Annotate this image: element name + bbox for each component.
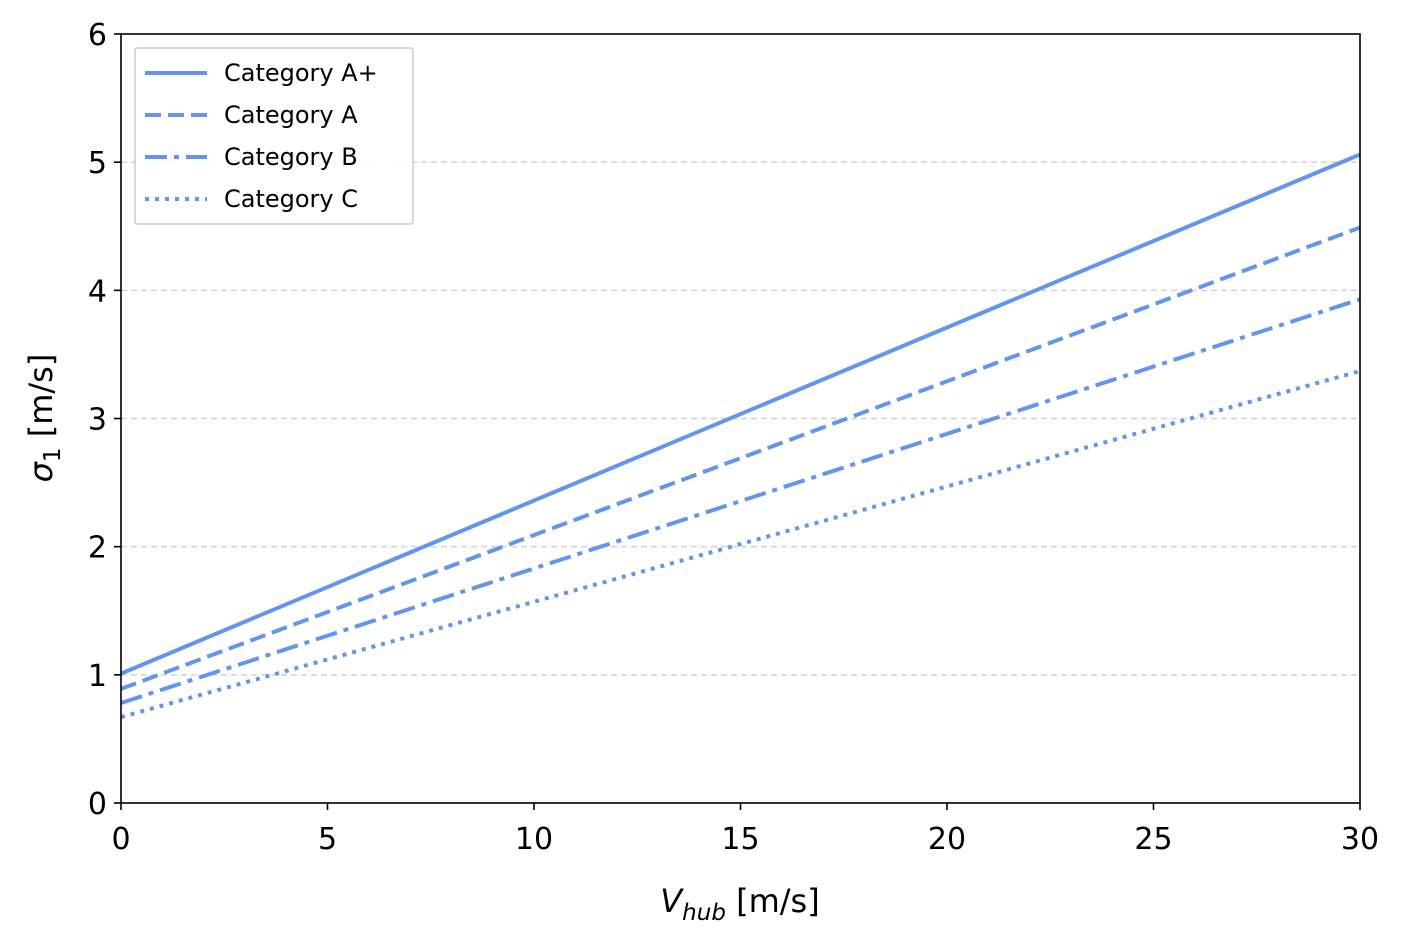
y-tick-label: 1 <box>88 659 107 694</box>
y-tick-label: 3 <box>88 403 107 438</box>
y-tick-label: 0 <box>88 787 107 822</box>
y-axis-label: σ1 [m/s] <box>22 354 66 483</box>
x-tick-label: 30 <box>1341 822 1379 857</box>
x-axis-label: Vhub [m/s] <box>660 882 819 926</box>
series-line-4 <box>120 369 1361 720</box>
y-tick-label: 2 <box>88 531 107 566</box>
y-axis-ticks: 0 1 2 3 4 5 6 <box>88 18 121 822</box>
y-axis-label-unit: [m/s] <box>22 354 60 448</box>
legend-label: Category A+ <box>224 59 378 87</box>
x-tick-label: 15 <box>721 822 759 857</box>
legend-label: Category B <box>224 143 358 171</box>
x-axis-ticks: 0 5 10 15 20 25 30 <box>111 803 1379 857</box>
x-axis-label-main: V <box>660 882 684 920</box>
series-lines <box>120 152 1361 720</box>
series-line-3 <box>120 297 1361 705</box>
series-line-2 <box>120 225 1361 691</box>
x-tick-label: 5 <box>318 822 337 857</box>
legend: Category A+ Category A Category B Category … <box>134 47 414 225</box>
series-line-1 <box>120 152 1361 676</box>
y-axis-label-main: σ <box>22 460 60 482</box>
y-axis-label-sub: 1 <box>40 447 66 462</box>
x-tick-label: 10 <box>515 822 553 857</box>
grid-lines <box>121 161 1360 676</box>
x-axis-label-unit: [m/s] <box>726 882 820 920</box>
y-tick-label: 6 <box>88 18 107 53</box>
x-tick-label: 25 <box>1134 822 1172 857</box>
legend-label: Category C <box>224 185 358 213</box>
legend-label: Category A <box>224 101 358 129</box>
y-tick-label: 4 <box>88 274 107 309</box>
y-tick-label: 5 <box>88 146 107 181</box>
x-tick-label: 0 <box>111 822 130 857</box>
legend-box <box>134 47 414 225</box>
x-tick-label: 20 <box>928 822 966 857</box>
x-axis-label-sub: hub <box>682 900 726 926</box>
